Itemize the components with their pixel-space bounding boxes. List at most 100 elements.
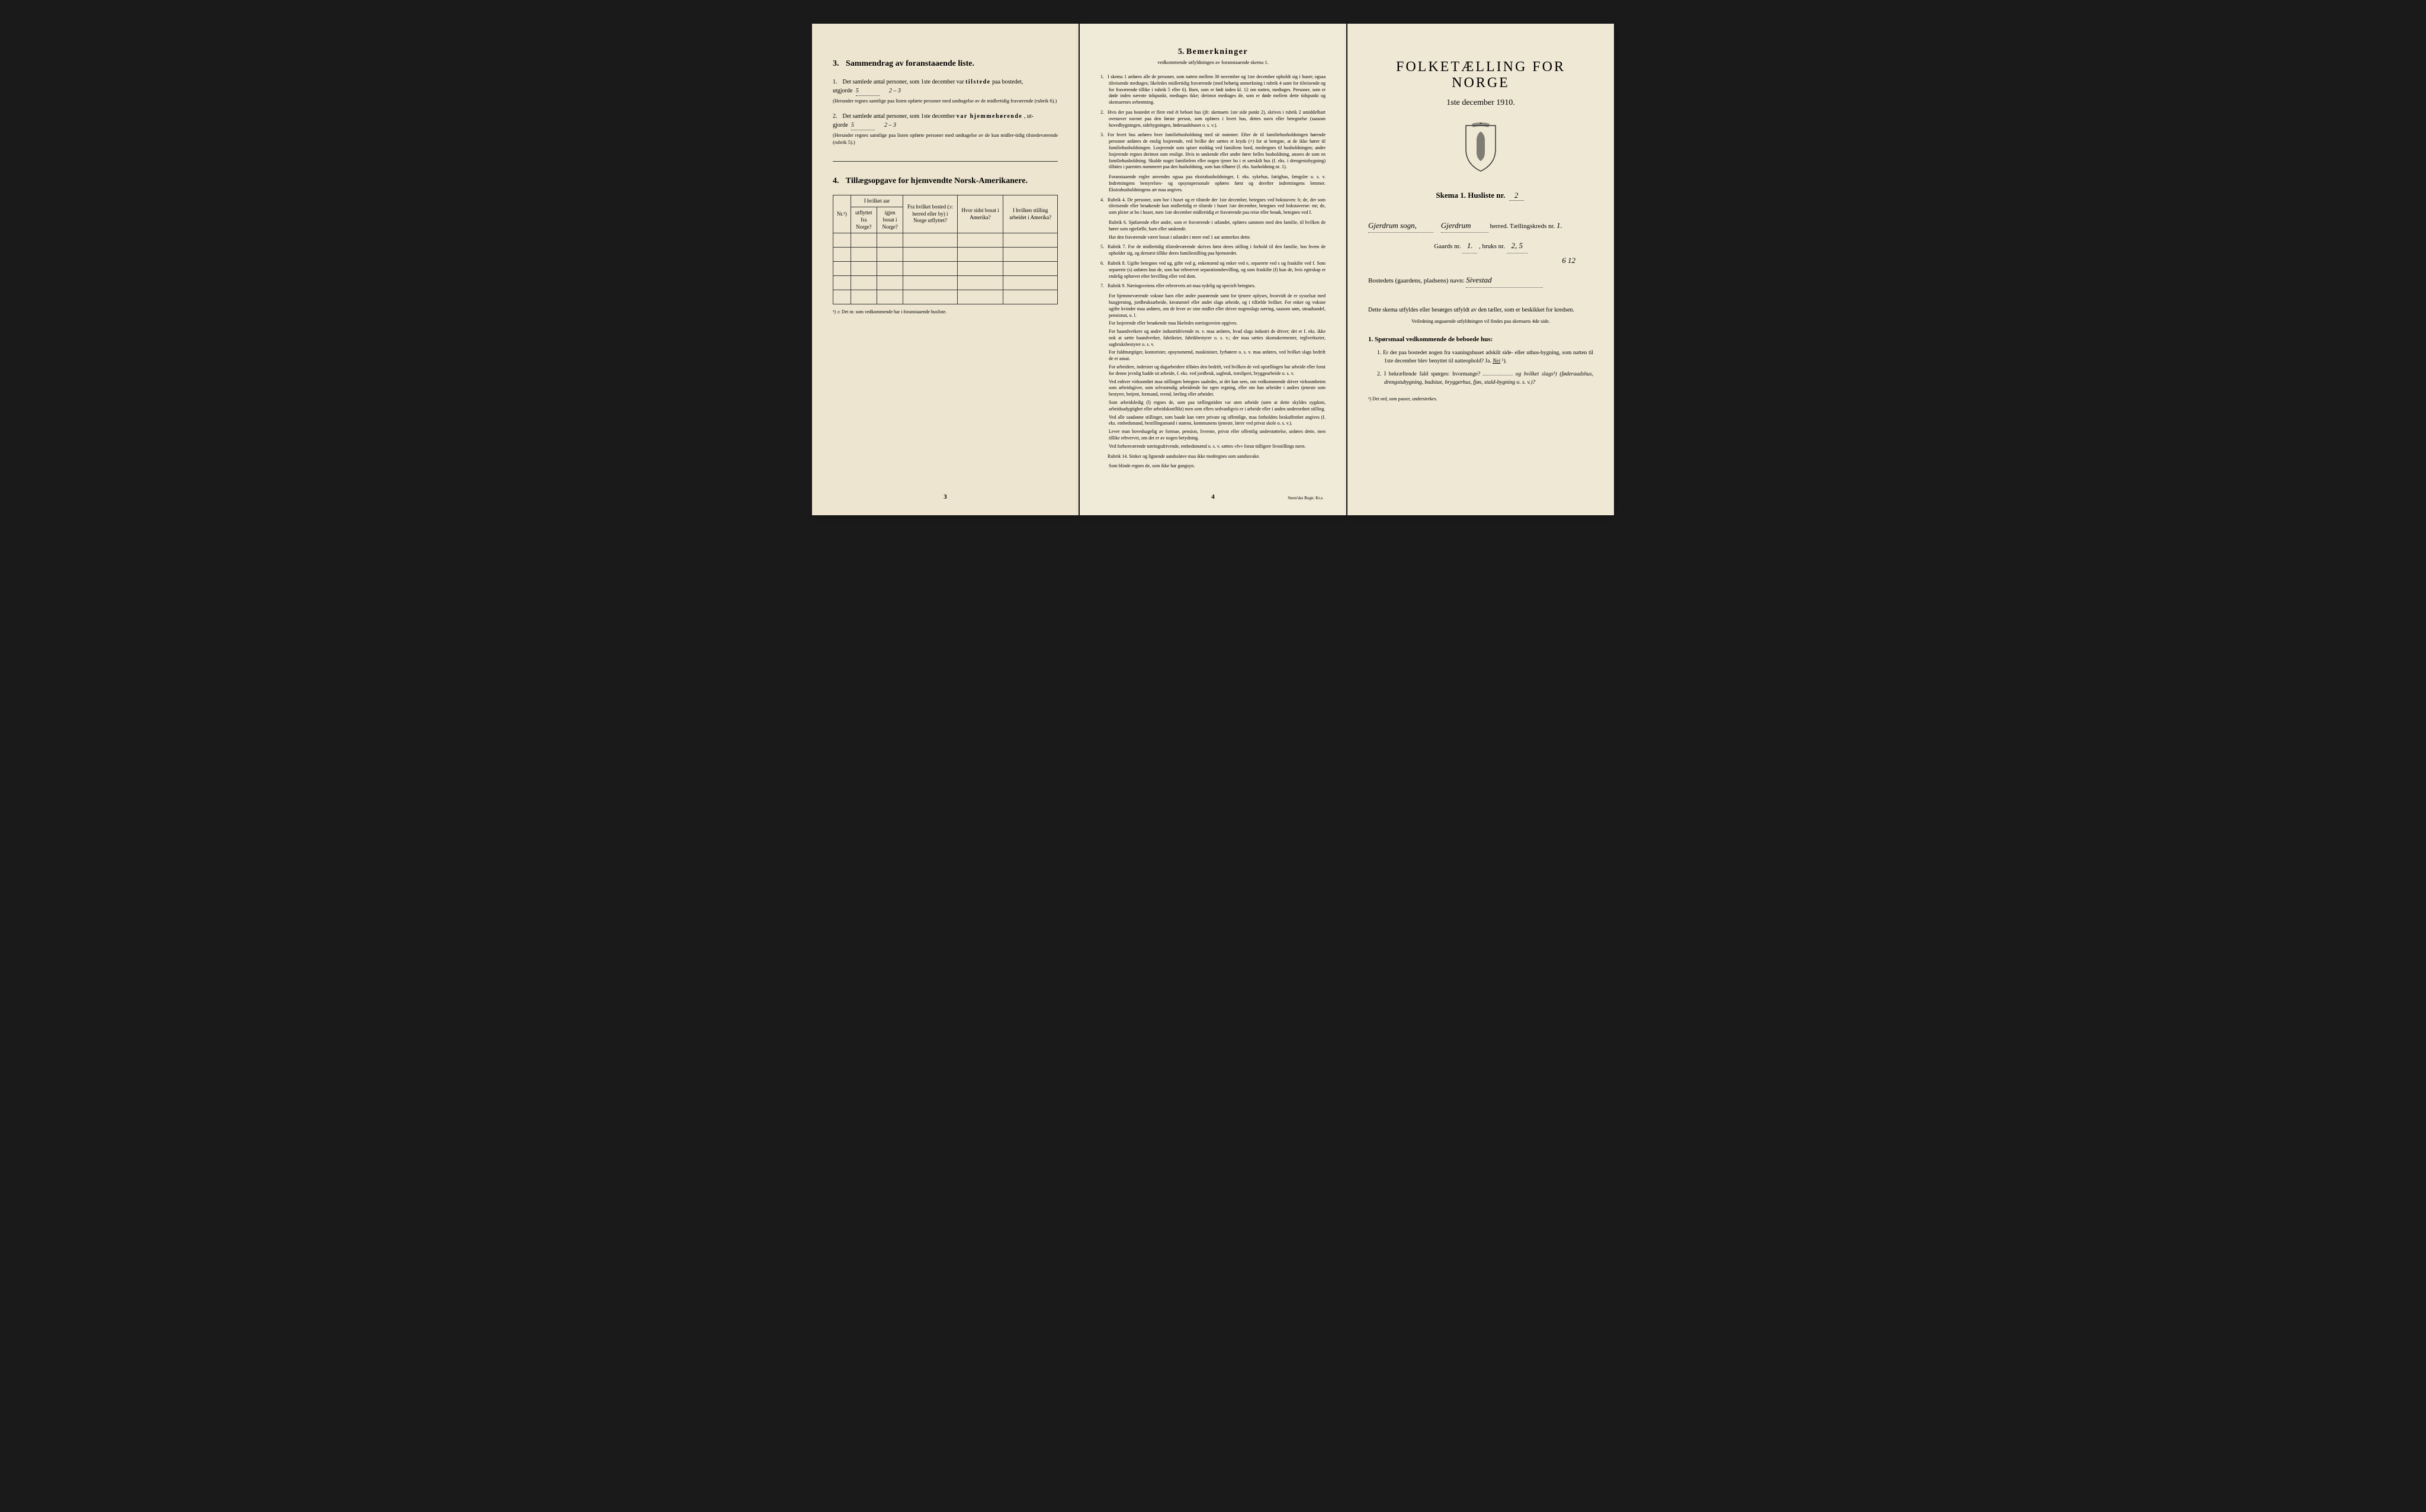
section-4-title-text: Tillægsopgave for hjemvendte Norsk-Ameri…	[846, 176, 1028, 185]
remark-sub: For arbeidere, inderster og dagarbeidere…	[1109, 364, 1326, 377]
norsk-amerikanere-table: Nr.¹) I hvilket aar Fra hvilket bosted (…	[833, 195, 1058, 305]
page-number-3: 3	[944, 493, 947, 500]
remark-sub: Rubrik 6. Sjøfarende eller andre, som er…	[1109, 220, 1326, 233]
item-2-bold: var hjemmehørende	[957, 113, 1023, 120]
table-row	[833, 290, 1058, 304]
bruk-label: , bruks nr.	[1479, 243, 1505, 250]
table-row	[833, 276, 1058, 290]
remarks-title: 5. Bemerkninger	[1100, 47, 1326, 57]
summary-item-1: 1. Det samlede antal personer, som 1ste …	[833, 78, 1058, 105]
gaard-line: Gaards nr. 1. , bruks nr. 2, 5 6 12	[1368, 239, 1593, 267]
summary-item-2: 2. Det samlede antal personer, som 1ste …	[833, 112, 1058, 146]
table-row	[833, 262, 1058, 276]
item-2-text-a: Det samlede antal personer, som 1ste dec…	[843, 113, 957, 120]
bosted-label: Bostedets (gaardens, pladsens) navn:	[1368, 277, 1465, 284]
item-2-fill: 5	[851, 121, 875, 130]
panel-left: 3. Sammendrag av foranstaaende liste. 1.…	[812, 24, 1079, 515]
col-bosted: Fra hvilket bosted (ɔ: herred eller by) …	[903, 195, 957, 233]
footnote-text: ¹) Det ord, som passer, understrekes.	[1368, 396, 1437, 402]
herred-label: herred. Tællingskreds nr.	[1490, 223, 1555, 230]
item-1-fill: 5	[856, 86, 880, 96]
census-date: 1ste december 1910.	[1368, 98, 1593, 108]
kreds-value: 1.	[1557, 221, 1562, 230]
q2-num: 2.	[1377, 371, 1381, 377]
q2-text: I bekræftende fald spørges: hvormange?	[1384, 371, 1480, 377]
remark-item: 2.Hvis der paa bostedet er flere end ét …	[1100, 110, 1326, 129]
item-1-text-b: paa bostedet,	[992, 79, 1023, 85]
location-line: Gjerdrum sogn, Gjerdrum herred. Tællings…	[1368, 219, 1593, 233]
question-title: 1. Spørsmaal vedkommende de beboede hus:	[1368, 336, 1593, 343]
remark-item: 7.Rubrik 9. Næringsveiens eller erhverve…	[1100, 283, 1326, 290]
item-2-note: (Herunder regnes samtlige paa listen opf…	[833, 132, 1058, 146]
section-4-num: 4.	[833, 176, 839, 185]
remark-sub: Har den fraværende været bosat i utlande…	[1109, 235, 1326, 241]
remark-item: 5.Rubrik 7. For de midlertidig tilstedev…	[1100, 244, 1326, 257]
remark-item: 4.Rubrik 4. De personer, som bor i huset…	[1100, 197, 1326, 216]
gaard-value: 1.	[1462, 239, 1477, 253]
panel-center: 5. Bemerkninger vedkommende utfyldningen…	[1080, 24, 1346, 515]
remark-item: Rubrik 14. Sinker og lignende aandssløve…	[1100, 454, 1326, 460]
q-title-text: Spørsmaal vedkommende de beboede hus:	[1375, 336, 1493, 343]
q-title-num: 1.	[1368, 336, 1373, 343]
panel3-footnote: ¹) Det ord, som passer, understrekes.	[1368, 396, 1593, 402]
section-3-num: 3.	[833, 59, 839, 68]
bruk-value2: 6 12	[1562, 256, 1575, 265]
remark-sub: Ved alle saadanne stillinger, som baade …	[1109, 415, 1326, 428]
remark-sub: Lever man hovedsagelig av formue, pensio…	[1109, 429, 1326, 442]
remark-item: 1.I skema 1 anføres alle de personer, so…	[1100, 74, 1326, 106]
table-footnote: ¹) ɔ: Det nr. som vedkommende har i fora…	[833, 309, 1058, 314]
remarks-list: 1.I skema 1 anføres alle de personer, so…	[1100, 74, 1326, 470]
item-1-num: 1.	[833, 78, 841, 86]
item-1-fillnote: 2 – 3	[889, 86, 913, 95]
remarks-num: 5.	[1178, 47, 1185, 56]
section-4-title: 4. Tillægsopgave for hjemvendte Norsk-Am…	[833, 176, 1058, 186]
remark-sub: Ved enhver virksomhet maa stillingen bet…	[1109, 379, 1326, 398]
col-aar: I hvilket aar	[851, 195, 903, 207]
remark-sub: Ved forhenværende næringsdrivende, embed…	[1109, 444, 1326, 450]
section-3-title-text: Sammendrag av foranstaaende liste.	[846, 59, 974, 68]
col-stilling: I hvilken stilling arbeidet i Amerika?	[1003, 195, 1058, 233]
col-nr: Nr.¹)	[833, 195, 851, 233]
instruction-text: Dette skema utfyldes eller besørges utfy…	[1368, 306, 1593, 314]
sogn-value: Gjerdrum sogn,	[1368, 219, 1433, 233]
remark-sub: Som arbeidsledig (l) regnes de, som paa …	[1109, 400, 1326, 413]
remarks-subtitle: vedkommende utfyldningen av foranstaaend…	[1100, 59, 1326, 65]
herred-value: Gjerdrum	[1441, 219, 1488, 233]
skema-label: Skema 1. Husliste nr.	[1436, 191, 1505, 200]
question-2: 2. I bekræftende fald spørges: hvormange…	[1377, 370, 1593, 387]
item-2-text-b: , ut-	[1024, 113, 1034, 120]
q1-num: 1.	[1377, 350, 1381, 356]
table-row	[833, 233, 1058, 248]
item-1-bold: tilstede	[965, 79, 991, 85]
census-document: 3. Sammendrag av foranstaaende liste. 1.…	[812, 24, 1614, 515]
section-3-title: 3. Sammendrag av foranstaaende liste.	[833, 59, 1058, 69]
item-2-num: 2.	[833, 112, 841, 121]
remarks-title-text: Bemerkninger	[1186, 47, 1248, 56]
bosted-line: Bostedets (gaardens, pladsens) navn: Siv…	[1368, 273, 1593, 287]
panel-right: FOLKETÆLLING FOR NORGE 1ste december 191…	[1347, 24, 1614, 515]
subcol-bosat: igjen bosat i Norge?	[877, 207, 903, 233]
table-row	[833, 248, 1058, 262]
skema-line: Skema 1. Husliste nr. 2	[1368, 191, 1593, 201]
gaard-label: Gaards nr.	[1434, 243, 1461, 250]
skema-value: 2	[1509, 191, 1524, 201]
item-2-fillnote: 2 – 3	[884, 121, 908, 130]
remark-item: 3.For hvert hus anføres hver familiehush…	[1100, 132, 1326, 171]
page-number-4: 4	[1211, 493, 1215, 500]
q1-answer: Nei	[1493, 358, 1500, 364]
bosted-value: Sivestad	[1466, 273, 1543, 287]
q1-suffix: ¹).	[1502, 358, 1507, 364]
item-1-text-a: Det samlede antal personer, som 1ste dec…	[843, 79, 966, 85]
item-1-text-c: utgjorde	[833, 88, 852, 94]
divider	[833, 161, 1058, 162]
remark-sub: For losjerende eller besøkende maa likel…	[1109, 320, 1326, 327]
remark-sub: Foranstaaende regler anvendes ogsaa paa …	[1109, 174, 1326, 193]
table-body	[833, 233, 1058, 304]
question-1: 1. Er der paa bostedet nogen fra vaaning…	[1377, 349, 1593, 366]
printer-mark: Steen'ske Bogtr. Kr.a	[1288, 496, 1323, 500]
subcol-utflyttet: utflyttet fra Norge?	[851, 207, 877, 233]
item-2-text-c: gjorde	[833, 122, 848, 129]
remark-sub: Som blinde regnes de, som ikke har gangs…	[1109, 463, 1326, 470]
bruk-value: 2, 5	[1507, 239, 1528, 253]
instruction-sub: Veiledning angaaende utfyldningen vil fi…	[1368, 318, 1593, 324]
